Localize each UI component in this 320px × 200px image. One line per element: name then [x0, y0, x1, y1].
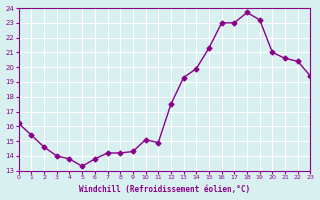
X-axis label: Windchill (Refroidissement éolien,°C): Windchill (Refroidissement éolien,°C)	[79, 185, 250, 194]
